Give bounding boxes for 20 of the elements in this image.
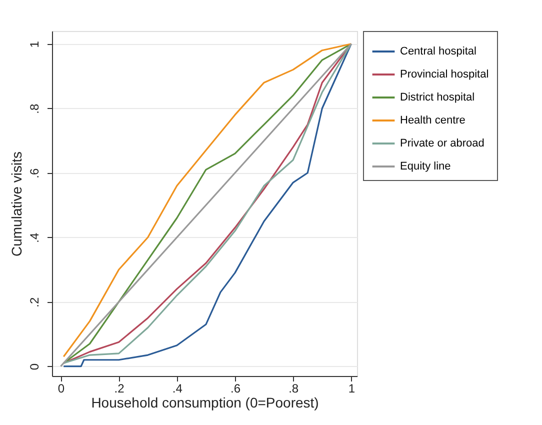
y-axis-title: Cumulative visits: [8, 151, 24, 257]
legend-label: District hospital: [400, 92, 475, 104]
x-tick-label: .4: [172, 382, 183, 396]
x-tick-label: .8: [288, 382, 299, 396]
legend-label: Central hospital: [400, 46, 476, 58]
y-tick-label: .4: [28, 232, 42, 243]
legend-label: Private or abroad: [400, 138, 484, 150]
y-tick-label: .8: [28, 104, 42, 114]
y-tick-label: 1: [28, 40, 42, 48]
legend-label: Equity line: [400, 160, 451, 172]
x-tick-label: .2: [114, 382, 125, 396]
y-tick-label: .2: [28, 297, 42, 308]
y-tick-label: 0: [28, 363, 42, 370]
y-tick-label: .6: [28, 168, 42, 178]
x-axis-title: Household consumption (0=Poorest): [91, 394, 319, 410]
legend-label: Provincial hospital: [400, 68, 489, 80]
x-tick-label: 0: [58, 382, 65, 396]
x-tick-label: .6: [230, 382, 241, 396]
legend-label: Health centre: [400, 114, 466, 126]
x-tick-label: 1: [348, 382, 356, 396]
